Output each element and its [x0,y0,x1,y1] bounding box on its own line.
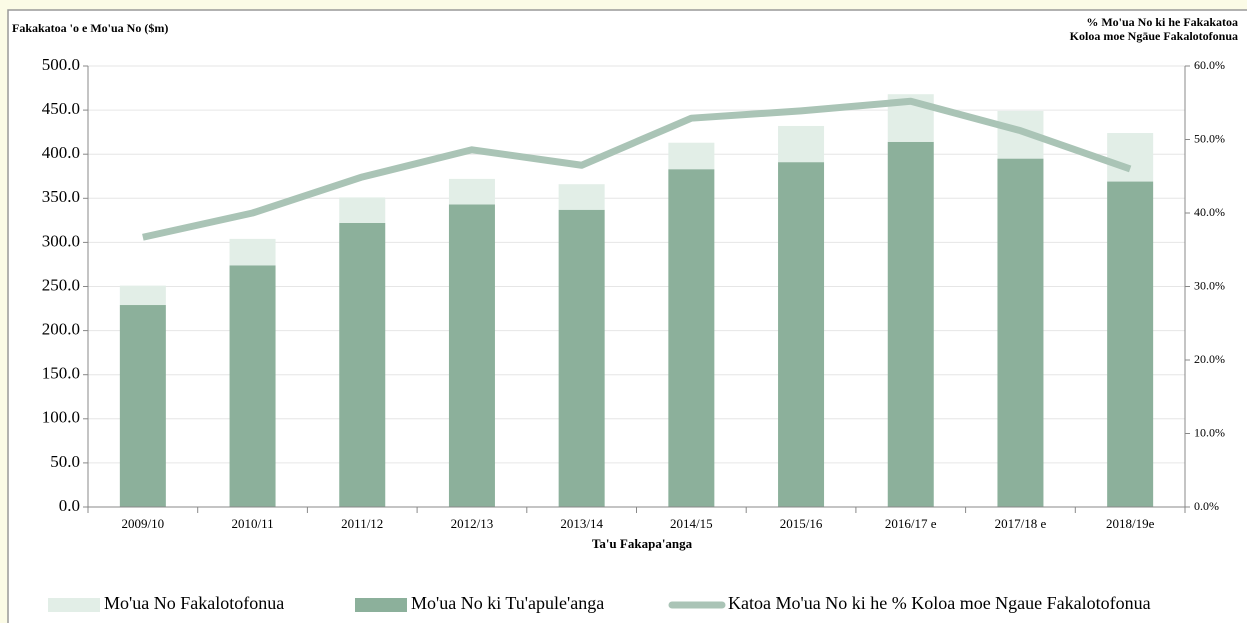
bar [229,238,276,266]
bar [778,162,825,507]
bar [229,265,276,507]
x-tick-label: 2010/11 [231,516,273,531]
y2-axis-title: % Mo'ua No ki he Fakakatoa [1086,15,1238,29]
y-tick-label: 350.0 [42,187,80,206]
y-tick-label: 500.0 [42,55,80,74]
bar [119,305,166,507]
y2-tick-label: 10.0% [1194,425,1225,439]
x-tick-label: 2011/12 [341,516,383,531]
x-tick-label: 2018/19e [1106,516,1155,531]
y-tick-label: 100.0 [42,408,80,427]
bar [558,209,605,508]
y2-tick-label: 40.0% [1194,205,1225,219]
x-tick-label: 2014/15 [670,516,713,531]
y-tick-label: 300.0 [42,231,80,250]
bar [1107,181,1154,508]
y-tick-label: 200.0 [42,320,80,339]
x-tick-label: 2013/14 [560,516,603,531]
y2-tick-label: 30.0% [1194,278,1225,292]
bar [668,142,715,170]
bar [778,125,825,163]
y-tick-label: 0.0 [59,496,80,515]
bar [1107,133,1154,182]
y2-tick-label: 0.0% [1194,499,1219,513]
y-tick-label: 250.0 [42,275,80,294]
legend-swatch [355,598,407,612]
bar [668,169,715,507]
y-tick-label: 400.0 [42,143,80,162]
y2-tick-label: 50.0% [1194,131,1225,145]
bar [448,204,495,507]
x-axis-title: Ta'u Fakapa'anga [592,536,693,551]
y2-tick-label: 60.0% [1194,58,1225,72]
x-tick-label: 2009/10 [122,516,165,531]
bar [887,141,934,508]
y-axis-title: Fakakatoa 'o e Mo'ua No ($m) [12,21,168,35]
bar [558,184,605,210]
chart-frame [7,9,1247,623]
bar [339,197,386,223]
x-tick-label: 2016/17 e [885,516,937,531]
x-tick-label: 2012/13 [451,516,494,531]
y2-tick-label: 20.0% [1194,352,1225,366]
legend-label: Mo'ua No Fakalotofonua [104,593,284,613]
y-tick-label: 450.0 [42,99,80,118]
bar [997,158,1044,508]
line-series [142,97,1132,241]
legend-label: Katoa Mo'ua No ki he % Koloa moe Ngaue F… [728,593,1151,613]
bar [448,178,495,205]
legend-swatch [48,598,100,612]
legend-label: Mo'ua No ki Tu'apule'anga [411,593,604,613]
x-tick-label: 2017/18 e [995,516,1047,531]
x-tick-label: 2015/16 [780,516,823,531]
bar [339,222,386,507]
y2-axis-title: Koloa moe Ngāue Fakalotofonua [1070,29,1238,43]
bar [119,285,166,306]
y-tick-label: 50.0 [50,452,80,471]
y-tick-label: 150.0 [42,364,80,383]
